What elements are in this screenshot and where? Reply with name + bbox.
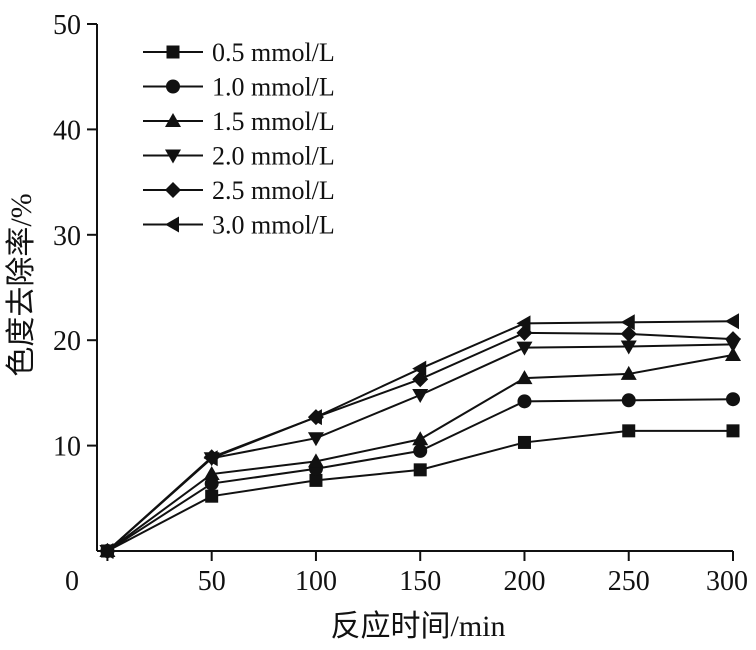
legend-label: 3.0 mmol/L — [212, 211, 335, 240]
y-tick-label: 20 — [53, 326, 81, 357]
axis-ticks: 10 20 30 40 50 0 50 100 150 200 250 300 — [53, 10, 748, 597]
data-point — [620, 365, 637, 380]
legend-item: 3.0 mmol/L — [143, 211, 335, 240]
legend-item: 1.0 mmol/L — [143, 73, 335, 102]
data-point — [725, 346, 741, 361]
data-point — [620, 325, 637, 342]
data-point — [307, 453, 324, 468]
x-tick-label: 150 — [399, 566, 441, 597]
data-point — [516, 315, 531, 332]
data-point — [203, 450, 218, 467]
data-point — [516, 370, 533, 385]
data-point — [622, 424, 636, 438]
data-point — [413, 463, 427, 477]
data-point — [413, 443, 428, 458]
data-point — [307, 432, 324, 447]
y-tick-label: 50 — [53, 10, 81, 41]
x-tick-label: 50 — [198, 566, 226, 597]
legend-item: 1.5 mmol/L — [143, 107, 335, 136]
legend-item: 2.5 mmol/L — [143, 176, 335, 205]
legend-item: 0.5 mmol/L — [143, 38, 335, 67]
x-tick-label: 300 — [706, 566, 748, 597]
y-axis-title: 色度去除率/% — [5, 193, 38, 376]
data-point — [620, 314, 635, 331]
data-point — [203, 466, 220, 481]
data-point — [99, 543, 114, 559]
legend-item: 2.0 mmol/L — [143, 142, 335, 171]
data-point — [309, 473, 323, 487]
legend: 0.5 mmol/L 1.0 mmol/L 1.5 mmol/L 2.0 mmol/L… — [143, 38, 335, 240]
x-tick-label: 0 — [65, 566, 79, 597]
axes — [96, 24, 733, 552]
series-group — [99, 313, 741, 559]
y-tick-label: 30 — [53, 221, 81, 252]
x-tick-label: 250 — [608, 566, 650, 597]
data-point — [726, 392, 740, 407]
data-point — [517, 435, 531, 449]
data-point — [726, 424, 740, 438]
x-tick-label: 200 — [503, 566, 545, 597]
data-point — [725, 331, 741, 348]
legend-marker — [166, 45, 180, 59]
y-tick-label: 40 — [53, 115, 81, 146]
legend-label: 1.0 mmol/L — [212, 73, 335, 102]
data-point — [516, 341, 533, 356]
legend-label: 1.5 mmol/L — [212, 107, 335, 136]
y-tick-label: 10 — [53, 432, 81, 463]
x-axis-title: 反应时间/min — [330, 610, 505, 643]
data-point — [620, 340, 637, 355]
data-point — [412, 431, 429, 446]
data-point — [412, 360, 427, 377]
data-point — [412, 389, 429, 404]
data-point — [307, 409, 322, 426]
legend-label: 2.5 mmol/L — [212, 176, 335, 205]
data-point — [621, 393, 636, 408]
legend-marker — [165, 182, 181, 198]
data-point — [725, 313, 739, 330]
legend-marker — [165, 216, 179, 233]
legend-label: 0.5 mmol/L — [212, 38, 335, 67]
legend-marker — [166, 79, 180, 94]
data-point — [205, 489, 219, 503]
data-point — [517, 394, 532, 409]
x-tick-label: 100 — [295, 566, 337, 597]
legend-marker — [165, 149, 181, 164]
legend-marker — [165, 113, 181, 127]
series-6 — [99, 313, 739, 559]
legend-label: 2.0 mmol/L — [212, 142, 335, 171]
